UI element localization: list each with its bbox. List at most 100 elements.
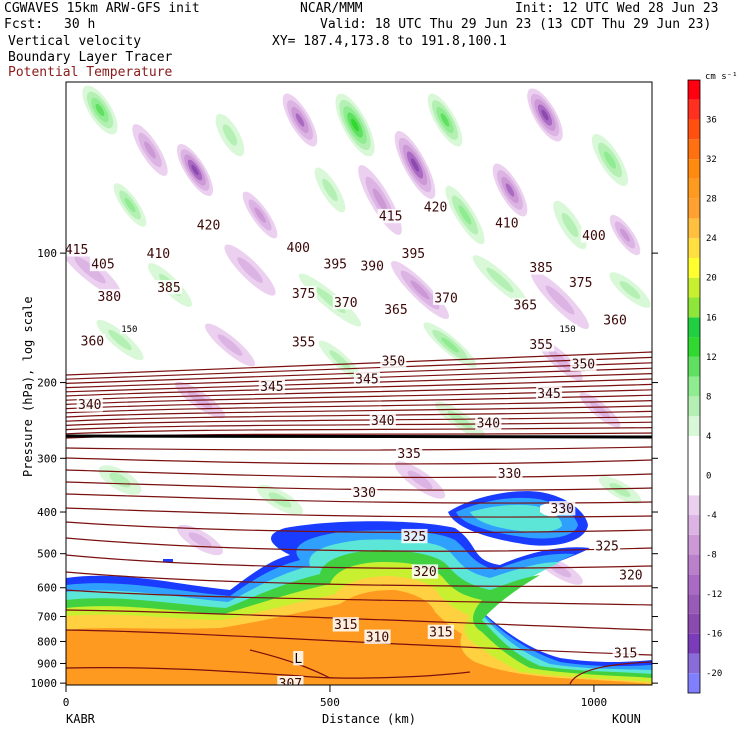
vv-blob bbox=[591, 134, 629, 186]
colorbar-segment bbox=[688, 257, 700, 278]
colorbar-tick-label: -20 bbox=[706, 669, 722, 679]
contour-label-bg bbox=[293, 651, 304, 666]
vv-blob bbox=[177, 524, 223, 556]
contour-label: 315 bbox=[429, 626, 452, 641]
colorbar-segment bbox=[688, 495, 700, 516]
vv-blob bbox=[215, 113, 245, 157]
contour-label-bg bbox=[558, 323, 577, 334]
vv-blob bbox=[335, 93, 375, 157]
contour-label-bg bbox=[76, 397, 103, 412]
contour-label-bg bbox=[89, 256, 117, 272]
colorbar-segment bbox=[688, 633, 700, 654]
colorbar-segment bbox=[688, 515, 700, 535]
contour-label: 415 bbox=[65, 243, 88, 258]
colorbar-segment bbox=[688, 159, 700, 179]
vv-blob bbox=[314, 167, 346, 213]
theta-contour bbox=[569, 661, 652, 685]
vv-blob-level bbox=[603, 151, 617, 169]
vv-blob bbox=[427, 93, 463, 147]
contour-label: 375 bbox=[292, 287, 315, 302]
colorbar-segment bbox=[688, 613, 700, 634]
contour-label: 335 bbox=[397, 447, 420, 462]
vv-blob-level bbox=[561, 212, 579, 238]
contour-label-bg bbox=[380, 353, 407, 368]
colorbar-segment bbox=[688, 277, 700, 298]
contour-label-bg bbox=[594, 538, 621, 554]
vv-blob-level bbox=[440, 113, 450, 127]
tropopause-line bbox=[66, 434, 652, 439]
vv-blob-level bbox=[410, 280, 430, 300]
colorbar: -20 -16 -12 -8 -4 0 4 8 12 16 20 24 28 32 36 bbox=[687, 79, 722, 694]
vv-blob-level bbox=[217, 334, 243, 356]
colorbar-tick-label: 4 bbox=[706, 432, 711, 442]
theta-contour bbox=[66, 571, 652, 587]
contour-label-bg bbox=[400, 245, 427, 261]
contour-label-bg bbox=[277, 675, 304, 685]
contour-label: 340 bbox=[78, 398, 101, 413]
contour-label: 360 bbox=[603, 314, 626, 329]
y-tick-label: 300 bbox=[37, 452, 57, 465]
colorbar-segment bbox=[688, 317, 700, 338]
contour-label: 150 bbox=[559, 325, 575, 335]
fcst-value: 30 h bbox=[64, 17, 96, 32]
contour-label-bg bbox=[332, 617, 359, 632]
colorbar-tick-label: 36 bbox=[706, 116, 717, 126]
colorbar-tick-label: 32 bbox=[706, 155, 717, 165]
vv-blob-level bbox=[95, 103, 105, 117]
theta-contour bbox=[66, 351, 652, 376]
colorbar-tick-label: 0 bbox=[706, 471, 711, 481]
contour-label-bg bbox=[155, 280, 183, 295]
colorbar-tick-label: -8 bbox=[706, 551, 717, 561]
vv-blob-level bbox=[188, 532, 212, 548]
y-axis: 100 200 300 400 500 600 700 800 900 1000 bbox=[31, 247, 658, 690]
contour-label: 340 bbox=[371, 414, 394, 429]
contour-label-bg bbox=[290, 286, 317, 301]
colorbar-tick-label: 20 bbox=[706, 274, 717, 284]
cross-section-xy: XY= 187.4,173.8 to 191.8,100.1 bbox=[272, 34, 507, 49]
right-endpoint-label: KOUN bbox=[612, 712, 641, 726]
vv-blob bbox=[358, 165, 402, 235]
contour-label: 340 bbox=[477, 416, 500, 431]
theta-contour bbox=[66, 507, 652, 518]
contour-label: 420 bbox=[424, 200, 447, 215]
model-title: CGWAVES 15km ARW-GFS init bbox=[4, 1, 200, 16]
colorbar-segment bbox=[688, 198, 700, 219]
theta-contour bbox=[66, 537, 652, 552]
contour-label-bg bbox=[528, 260, 555, 275]
vv-blob-level bbox=[609, 483, 631, 497]
contour-label-bg bbox=[66, 242, 90, 257]
vv-blob-level bbox=[541, 109, 549, 121]
vv-blob bbox=[472, 255, 528, 305]
contour-label: 325 bbox=[403, 530, 426, 545]
contour-label-bg bbox=[528, 337, 555, 352]
vv-blob-level bbox=[410, 158, 420, 172]
theta-contour bbox=[66, 362, 652, 384]
contour-label: 405 bbox=[91, 258, 114, 273]
vv-blob bbox=[423, 322, 477, 368]
x-tick-label: 1000 bbox=[581, 696, 608, 709]
contour-label-bg bbox=[258, 379, 285, 394]
fcst-label: Fcst: bbox=[4, 17, 44, 32]
contour-label-bg bbox=[580, 228, 608, 243]
init-time: Init: 12 UTC Wed 28 Jun 23 bbox=[515, 1, 719, 16]
y-tick-label: 100 bbox=[37, 247, 57, 260]
contour-label-bg bbox=[422, 199, 449, 214]
colorbar-segment bbox=[688, 80, 700, 100]
theta-contour bbox=[66, 427, 652, 435]
vv-blob-level bbox=[329, 350, 351, 370]
vv-blob-level bbox=[548, 562, 572, 578]
x-axis-label: Distance (km) bbox=[322, 712, 416, 726]
colorbar-segment bbox=[688, 119, 700, 140]
contour-label: 320 bbox=[413, 565, 436, 580]
vv-blob bbox=[394, 461, 446, 499]
contour-label-bg bbox=[535, 386, 563, 401]
colorbar-segment bbox=[688, 139, 700, 160]
colorbar-tick-label: -12 bbox=[706, 590, 722, 600]
vv-blob-level bbox=[486, 267, 514, 293]
contour-label: 310 bbox=[366, 630, 389, 645]
contour-label: 415 bbox=[379, 210, 402, 225]
contour-label: 150 bbox=[121, 325, 137, 335]
colorbar-segment bbox=[688, 238, 700, 258]
contour-label: 420 bbox=[197, 219, 220, 234]
vv-blob bbox=[132, 124, 168, 176]
